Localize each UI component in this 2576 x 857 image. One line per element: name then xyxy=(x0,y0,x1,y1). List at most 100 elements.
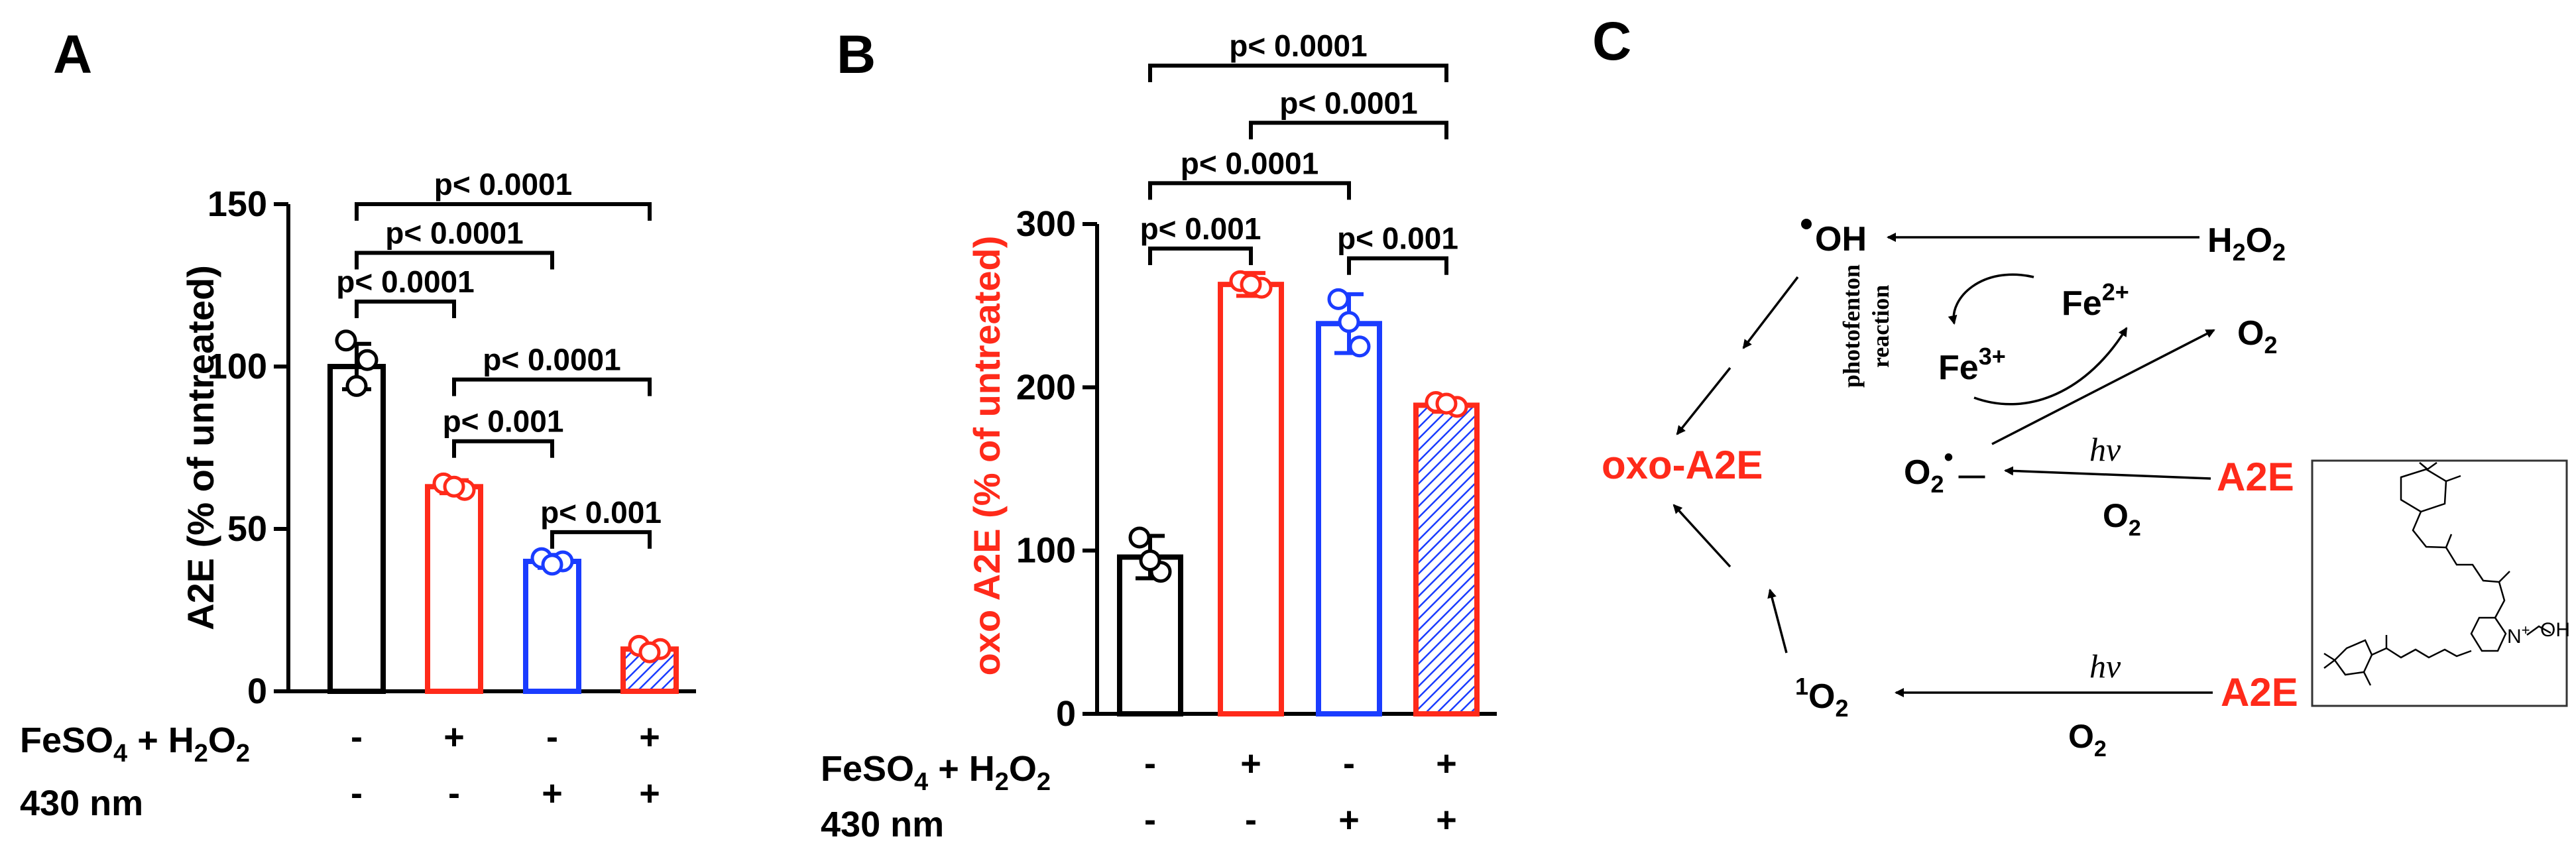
significance-label: p< 0.001 xyxy=(540,495,662,530)
treatment-label-light-a: 430 nm xyxy=(20,783,143,823)
arrow-1o2-to-oxo-2 xyxy=(1672,504,1731,568)
significance-label: p< 0.0001 xyxy=(385,216,523,251)
significance-label: p< 0.001 xyxy=(1337,221,1458,256)
treatment-mark: - xyxy=(1343,744,1355,783)
y-tick-label: 300 xyxy=(1016,204,1076,244)
significance-bracket xyxy=(452,439,554,458)
a2e-label-top: A2E xyxy=(2217,455,2294,499)
significance-bracket xyxy=(550,530,652,549)
arrow-oh-to-oxo-1 xyxy=(1742,276,1799,349)
treatment-mark: + xyxy=(639,773,660,813)
significance-label: p< 0.0001 xyxy=(483,343,620,377)
treatment-mark: - xyxy=(448,773,460,813)
superoxide-label: O2•— xyxy=(1904,443,1985,498)
data-point xyxy=(638,641,661,663)
treatment-mark: - xyxy=(546,717,558,757)
data-point xyxy=(1338,311,1360,333)
significance-label: p< 0.0001 xyxy=(1181,146,1318,180)
radical-dot-oh xyxy=(1801,219,1812,229)
panel-letter-b: B xyxy=(837,25,876,85)
treatment-label-light-b: 430 nm xyxy=(821,805,944,844)
y-tick-label: 0 xyxy=(247,671,267,711)
significance-label: p< 0.0001 xyxy=(1279,86,1417,120)
significance-bracket xyxy=(1249,121,1448,140)
y-tick-label: 100 xyxy=(207,347,267,386)
significance-bracket xyxy=(355,202,652,221)
structure-bond xyxy=(2498,571,2510,583)
treatment-label-fe-a: FeSO4 + H2O2 xyxy=(20,720,250,768)
y-tick-label: 0 xyxy=(1056,694,1076,734)
y-tick-label: 200 xyxy=(1016,367,1076,407)
arrow-1o2-to-oxo-1 xyxy=(1767,589,1788,654)
significance-label: p< 0.0001 xyxy=(434,167,572,201)
structure-ethanol-chain xyxy=(2526,625,2551,636)
treatment-mark: - xyxy=(1144,800,1156,840)
treatment-mark: + xyxy=(443,717,465,757)
data-point xyxy=(1327,288,1350,310)
data-point xyxy=(356,349,379,371)
bar xyxy=(425,484,483,694)
fe3-label: Fe3+ xyxy=(1938,343,2006,387)
y-axis-label: A2E (% of untreated) xyxy=(180,265,221,630)
y-tick-label: 100 xyxy=(1016,531,1076,571)
data-point xyxy=(335,329,357,352)
fe-cycle-arc-right xyxy=(1973,327,2128,406)
structure-pyridinium-ring xyxy=(2470,616,2507,652)
structure-top-chain xyxy=(2412,511,2506,618)
h2o2-label: H2O2 xyxy=(2207,221,2286,266)
significance-bracket xyxy=(355,300,456,318)
data-point xyxy=(1139,549,1161,571)
significance-bracket xyxy=(1148,64,1448,83)
structure-frame xyxy=(2311,459,2568,707)
treatment-mark: + xyxy=(542,773,563,813)
structure-bond xyxy=(2427,461,2437,471)
treatment-mark: - xyxy=(351,717,363,757)
bar xyxy=(1316,321,1382,717)
significance-bracket xyxy=(1347,256,1448,275)
significance-label: p< 0.0001 xyxy=(1229,29,1367,63)
singlet-o2-label: 1O2 xyxy=(1795,673,1849,722)
treatment-mark: - xyxy=(1245,800,1257,840)
y-tick-label: 150 xyxy=(207,184,267,224)
treatment-marks-a: - + - + - - + + xyxy=(351,717,660,813)
bar xyxy=(327,364,386,694)
treatment-mark: + xyxy=(1436,744,1457,783)
structure-bottom-chain xyxy=(2371,647,2472,659)
structure-bond xyxy=(2323,659,2335,669)
structure-bond xyxy=(2419,462,2428,470)
hv-bottom: hν xyxy=(2089,648,2121,685)
structure-bond xyxy=(2323,652,2335,661)
data-point xyxy=(1435,392,1458,415)
significance-bracket xyxy=(1148,246,1253,265)
structure-bond xyxy=(2445,475,2461,483)
treatment-label-fe-b: FeSO4 + H2O2 xyxy=(821,749,1051,796)
significance-bracket xyxy=(1148,181,1351,200)
bar xyxy=(1117,554,1183,717)
significance-label: p< 0.0001 xyxy=(336,264,474,299)
treatment-marks-b: - + - + - - + + xyxy=(1144,744,1457,840)
panel-letter-c: C xyxy=(1592,11,1631,72)
arrow-superoxide-to-o2 xyxy=(1991,329,2215,445)
a2e-label-bottom: A2E xyxy=(2221,670,2298,714)
oxo-a2e-label: oxo-A2E xyxy=(1602,443,1763,487)
arrow-a2e-to-superoxide xyxy=(2004,466,2211,480)
significance-bracket xyxy=(452,377,652,396)
arrow-oh-to-oxo-2 xyxy=(1676,367,1731,435)
structure-oh-label: OH xyxy=(2540,619,2570,641)
data-point xyxy=(443,475,465,498)
oh-label: OH xyxy=(1815,220,1867,258)
structure-bond xyxy=(2363,671,2372,686)
significance-label: p< 0.001 xyxy=(443,404,564,439)
data-point xyxy=(345,374,368,397)
chart-a: 0 50 100 150 A2E (% of untreated) p< 0.0001 p<… xyxy=(180,167,696,711)
data-point xyxy=(1240,273,1262,296)
data-point xyxy=(541,553,563,576)
treatment-mark: + xyxy=(1436,800,1457,840)
fe-cycle-arc-left xyxy=(1948,273,2034,325)
structure-bond xyxy=(2445,534,2453,548)
hv-top: hν xyxy=(2089,431,2121,468)
photofenton-label: photofenton reaction xyxy=(1838,264,1894,388)
treatment-mark: + xyxy=(1338,800,1360,840)
treatment-mark: - xyxy=(1144,744,1156,783)
